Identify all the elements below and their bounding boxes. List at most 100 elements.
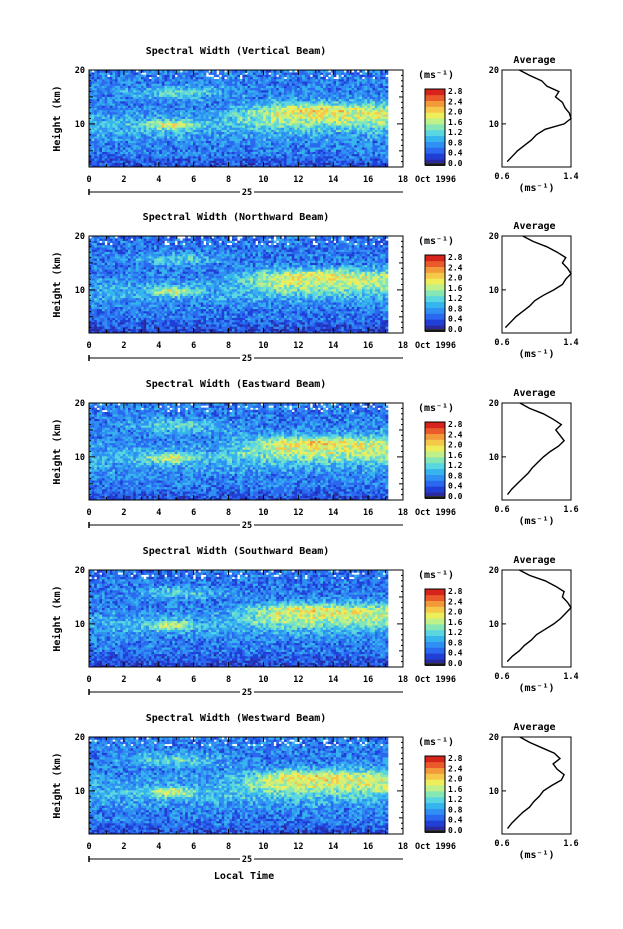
- heatmap-cell: [154, 75, 157, 78]
- heatmap-cell: [216, 158, 219, 161]
- heatmap-cell: [105, 116, 108, 119]
- heatmap-cell: [310, 86, 313, 89]
- heatmap-cell: [300, 163, 303, 166]
- heatmap-cell: [289, 143, 292, 146]
- heatmap-cell: [198, 112, 201, 115]
- heatmap-cell: [333, 83, 336, 86]
- heatmap-cell: [102, 105, 105, 108]
- heatmap-cell: [175, 147, 178, 150]
- heatmap-cell: [328, 130, 331, 133]
- heatmap-cell: [118, 81, 121, 84]
- heatmap-cell: [318, 101, 321, 104]
- heatmap-cell: [250, 154, 253, 157]
- heatmap-cell: [336, 163, 339, 166]
- heatmap-cell: [276, 114, 279, 117]
- heatmap-cell: [180, 160, 183, 163]
- heatmap-cell: [188, 83, 191, 86]
- heatmap-cell: [333, 132, 336, 135]
- heatmap-cell: [370, 130, 373, 133]
- heatmap-cell: [300, 125, 303, 128]
- heatmap-cell: [375, 160, 378, 163]
- heatmap-cell: [370, 101, 373, 104]
- heatmap-cell: [151, 136, 154, 139]
- heatmap-cell: [175, 90, 178, 93]
- heatmap-cell: [227, 92, 230, 95]
- heatmap-cell: [258, 103, 261, 106]
- heatmap-cell: [250, 132, 253, 135]
- heatmap-cell: [313, 125, 316, 128]
- heatmap-cell: [167, 94, 170, 97]
- heatmap-cell: [167, 70, 170, 73]
- heatmap-cell: [248, 88, 251, 91]
- heatmap-cell: [318, 94, 321, 97]
- heatmap-cell: [248, 114, 251, 117]
- heatmap-cell: [120, 134, 123, 137]
- heatmap-cell: [263, 101, 266, 104]
- heatmap-cell: [170, 103, 173, 106]
- heatmap-cell: [102, 79, 105, 82]
- heatmap-cell: [375, 127, 378, 129]
- heatmap-cell: [292, 130, 295, 133]
- heatmap-cell: [331, 125, 334, 128]
- heatmap-cell: [141, 141, 144, 144]
- heatmap-cell: [216, 75, 219, 78]
- heatmap-cell: [144, 156, 147, 159]
- heatmap-cell: [94, 97, 97, 100]
- heatmap-cell: [154, 81, 157, 84]
- heatmap-cell: [216, 79, 219, 82]
- heatmap-cell: [97, 103, 100, 106]
- heatmap-cell: [380, 136, 383, 139]
- heatmap-cell: [385, 160, 388, 163]
- heatmap-cell: [370, 123, 373, 126]
- heatmap-cell: [271, 79, 274, 82]
- heatmap-cell: [250, 143, 253, 146]
- heatmap-cell: [385, 130, 388, 133]
- heatmap-cell: [248, 141, 251, 144]
- heatmap-cell: [151, 145, 154, 148]
- heatmap-cell: [245, 154, 248, 157]
- heatmap-cell: [125, 119, 128, 122]
- heatmap-cell: [310, 92, 313, 95]
- heatmap-cell: [170, 72, 173, 75]
- heatmap-cell: [281, 158, 284, 161]
- heatmap-cell: [313, 79, 316, 82]
- heatmap-cell: [183, 123, 186, 126]
- heatmap-cell: [305, 110, 308, 113]
- heatmap-cell: [287, 158, 290, 161]
- heatmap-cell: [268, 88, 271, 91]
- heatmap-cell: [354, 121, 357, 124]
- heatmap-cell: [102, 81, 105, 84]
- heatmap-cell: [232, 125, 235, 128]
- heatmap-cell: [196, 86, 199, 89]
- heatmap-cell: [250, 112, 253, 115]
- heatmap-cell: [336, 127, 339, 129]
- heatmap-cell: [276, 156, 279, 159]
- heatmap-cell: [159, 79, 162, 82]
- heatmap-cell: [385, 103, 388, 106]
- heatmap-cell: [136, 143, 139, 146]
- heatmap-cell: [219, 94, 222, 97]
- heatmap-cell: [266, 112, 269, 115]
- heatmap-cell: [354, 154, 357, 157]
- heatmap-cell: [185, 72, 188, 75]
- heatmap-cell: [167, 149, 170, 152]
- heatmap-cell: [346, 130, 349, 133]
- heatmap-cell: [240, 83, 243, 86]
- heatmap-cell: [149, 103, 152, 106]
- heatmap-cell: [97, 143, 100, 146]
- heatmap-cell: [287, 127, 290, 129]
- heatmap-cell: [227, 149, 230, 152]
- heatmap-cell: [157, 130, 160, 133]
- heatmap-cell: [219, 160, 222, 163]
- heatmap-cell: [372, 132, 375, 135]
- heatmap-cell: [138, 160, 141, 163]
- heatmap-cell: [315, 114, 318, 117]
- heatmap-cell: [175, 158, 178, 161]
- heatmap-cell: [232, 81, 235, 84]
- heatmap-cell: [237, 79, 240, 82]
- heatmap-cell: [372, 94, 375, 97]
- heatmap-cell: [339, 72, 342, 75]
- heatmap-cell: [151, 158, 154, 161]
- heatmap-cell: [287, 94, 290, 97]
- heatmap-cell: [344, 92, 347, 95]
